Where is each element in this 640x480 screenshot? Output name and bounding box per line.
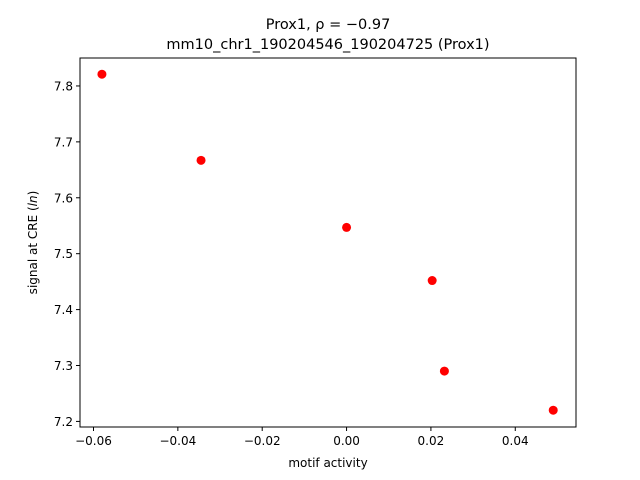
y-axis-label: signal at CRE (ln)	[26, 191, 40, 295]
data-point	[97, 69, 107, 79]
x-tick-label: 0.00	[333, 434, 360, 448]
y-tick-label: 7.2	[54, 415, 73, 429]
x-axis-label: motif activity	[288, 456, 367, 470]
data-point	[427, 276, 437, 286]
x-tick-label: −0.06	[75, 434, 112, 448]
data-point	[548, 405, 558, 415]
y-tick-label: 7.6	[54, 191, 73, 205]
data-point	[342, 222, 352, 232]
y-tick-label: 7.5	[54, 247, 73, 261]
y-tick-label: 7.7	[54, 135, 73, 149]
y-axis-label-end: )	[26, 191, 40, 196]
data-points	[97, 69, 558, 415]
y-tick-label: 7.8	[54, 79, 73, 93]
y-axis-ticks: 7.2 7.3 7.4 7.5 7.6 7.7 7.8	[54, 79, 80, 429]
x-tick-label: −0.04	[159, 434, 196, 448]
x-tick-label: −0.02	[244, 434, 281, 448]
y-axis-label-main: signal at CRE (	[26, 206, 40, 294]
x-axis-ticks: −0.06 −0.04 −0.02 0.00 0.02 0.04	[75, 427, 529, 448]
chart-title-line2: mm10_chr1_190204546_190204725 (Prox1)	[166, 37, 489, 53]
data-point	[439, 366, 449, 376]
y-tick-label: 7.3	[54, 359, 73, 373]
chart-title-line1: Prox1, ρ = −0.97	[266, 17, 391, 33]
x-tick-label: 0.02	[418, 434, 445, 448]
data-point	[196, 155, 206, 165]
plot-frame	[79, 57, 577, 428]
x-tick-label: 0.04	[502, 434, 529, 448]
y-axis-label-italic: ln	[26, 195, 40, 206]
y-tick-label: 7.4	[54, 303, 73, 317]
